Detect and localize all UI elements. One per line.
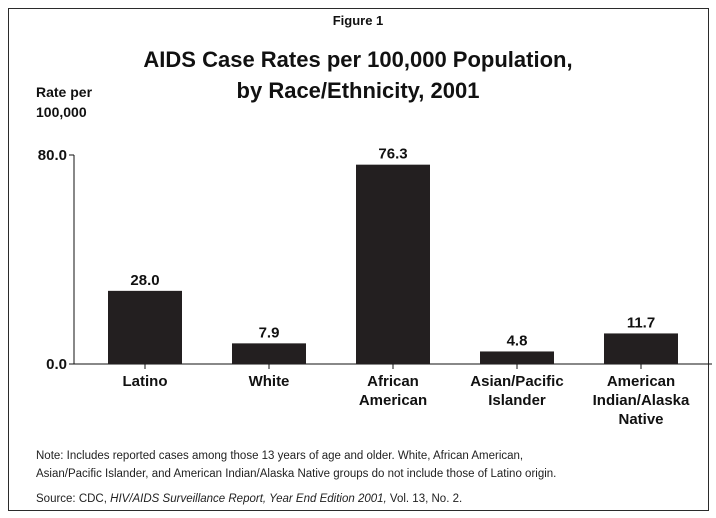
x-tick-label: Asian/Pacific Islander bbox=[470, 373, 563, 409]
source-citation: Source: CDC, HIV/AIDS Surveillance Repor… bbox=[36, 493, 462, 505]
figure-label: Figure 1 bbox=[332, 13, 384, 28]
bar bbox=[604, 333, 678, 364]
source-publication: HIV/AIDS Surveillance Report, Year End E… bbox=[110, 493, 387, 505]
bar bbox=[356, 164, 430, 364]
note-line-2: Asian/Pacific Islander, and American Ind… bbox=[36, 468, 557, 480]
y-tick-label: 0.0 bbox=[46, 356, 67, 373]
data-label: 11.7 bbox=[627, 314, 655, 331]
y-tick-label: 80.0 bbox=[38, 147, 67, 164]
y-axis-label-line-2: 100,000 bbox=[36, 104, 87, 120]
bar bbox=[232, 343, 306, 364]
data-label: 7.9 bbox=[259, 324, 280, 341]
bar bbox=[108, 290, 182, 364]
x-tick-label: African American bbox=[359, 373, 427, 409]
bar bbox=[480, 351, 554, 364]
x-tick-label: White bbox=[249, 373, 290, 390]
data-label: 76.3 bbox=[378, 146, 407, 163]
source-prefix: Source: CDC, bbox=[36, 493, 111, 505]
source-suffix: Vol. 13, No. 2. bbox=[386, 493, 463, 505]
y-axis-label-line-1: Rate per bbox=[36, 84, 93, 100]
chart-title-line-1: AIDS Case Rates per 100,000 Population, bbox=[143, 47, 573, 72]
data-label: 4.8 bbox=[507, 332, 528, 349]
chart-title-line-2: by Race/Ethnicity, 2001 bbox=[236, 78, 480, 103]
note-line-1: Note: Includes reported cases among thos… bbox=[36, 450, 524, 462]
x-tick-label: American Indian/Alaska Native bbox=[593, 373, 690, 428]
data-label: 28.0 bbox=[130, 272, 159, 289]
x-tick-label: Latino bbox=[123, 373, 168, 390]
